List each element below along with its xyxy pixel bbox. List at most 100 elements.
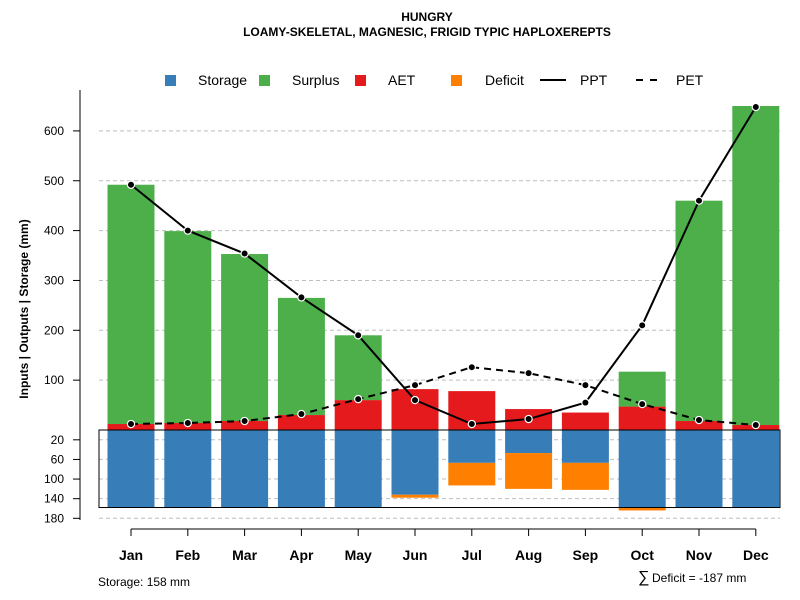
y-tick-label: 300 [44,273,64,287]
y-tick-label: 200 [44,323,64,337]
pet-point [524,368,533,378]
legend-item: Surplus [259,72,339,88]
storage-bar [448,430,496,463]
storage-panel-frame [98,429,781,509]
deficit-bar [391,494,439,498]
pet-point [240,416,249,426]
gridlines [99,130,780,519]
storage-bar [561,430,609,463]
ppt-point [694,196,704,205]
surplus-bar [164,231,212,424]
ppt-point [126,180,136,189]
x-tick-label: Aug [515,547,542,563]
ppt-point [183,226,192,235]
ppt-point [524,414,533,424]
x-tick-label: Sep [573,547,599,563]
deficit-bar [505,453,553,489]
ppt-point [240,249,249,258]
aet-bar [221,421,269,430]
y-tick-label: 100 [44,472,64,486]
legend: Storage Surplus AET Deficit PPT PET [165,72,704,88]
aet-bar [675,421,723,430]
x-tick-label: Oct [631,547,655,563]
storage-bar [164,430,212,508]
surplus-bar [675,200,723,422]
ppt-point [467,419,476,429]
y-tick-label: 180 [44,511,64,525]
aet-bar [334,400,382,430]
x-tick-label: Apr [289,547,314,563]
storage-footnote: Storage: 158 mm [98,575,190,589]
storage-bar [334,430,382,508]
pet-line [130,366,756,427]
legend-swatch [451,75,462,86]
storage-bar [107,430,155,508]
surplus-bar [107,184,155,425]
x-tick-label: Jul [462,547,482,563]
y-tick-label: 400 [44,224,64,238]
pet-point [751,420,761,430]
x-tick-label: Jun [403,547,428,563]
legend-label: PPT [580,72,608,88]
aet-bar [618,406,666,430]
y-tick-label: 600 [44,124,64,138]
ppt-point [638,321,647,330]
storage-bar [618,430,666,508]
pet-point [467,362,476,372]
aet-bar [277,415,325,430]
legend-swatch [355,75,366,86]
y-tick-label: 500 [44,174,64,188]
ppt-point [581,398,590,407]
aet-bar [561,412,609,430]
legend-item: Storage [165,72,247,88]
storage-bar [277,430,325,508]
deficit-bar [561,462,609,490]
x-tick-label: Nov [686,547,713,563]
pet-point [183,418,192,428]
storage-bar [505,430,553,454]
y-tick-label: 100 [44,373,64,387]
legend-item: Deficit [451,72,524,88]
chart-title: HUNGRY [401,10,453,24]
legend-label: Storage [198,72,247,88]
legend-item: AET [355,72,416,88]
surplus-bar [277,297,325,416]
ppt-point [751,102,761,112]
pet-point [638,399,647,409]
legend-label: Deficit [485,72,524,88]
surplus-bar [334,335,382,401]
storage-bar [732,430,780,508]
bars [107,105,780,511]
pet-point [581,380,590,390]
legend-swatch [259,75,270,86]
x-tick-label: Feb [175,547,200,563]
deficit-footnote: Deficit = -187 mm [652,571,746,585]
y-tick-label: 140 [44,492,64,506]
surplus-bar [732,105,780,426]
legend-label: AET [388,72,416,88]
x-tick-label: Jan [119,547,143,563]
y-tick-label: 20 [51,433,65,447]
pet-point [694,415,704,425]
ppt-point [354,331,363,340]
legend-label: PET [676,72,704,88]
storage-bar [391,430,439,495]
x-tick-label: Dec [743,547,769,563]
ppt-point [297,293,306,302]
storage-bar [675,430,723,508]
aet-bar [391,389,439,430]
deficit-bar [618,507,666,511]
legend-item: PET [636,72,704,88]
legend-swatch [165,75,176,86]
storage-bar [221,430,269,508]
surplus-bar [221,254,269,422]
pet-point [354,394,363,404]
axes: 100 200 300 400 500 600 20 60 100 140 180 Jan Feb Mar… [44,90,781,563]
x-tick-label: May [345,547,372,563]
legend-label: Surplus [292,72,339,88]
y-tick-label: 60 [51,452,65,466]
ppt-point [410,395,420,405]
y-axis-label: Inputs | Outputs | Storage (mm) [17,219,31,398]
legend-item: PPT [540,72,608,88]
